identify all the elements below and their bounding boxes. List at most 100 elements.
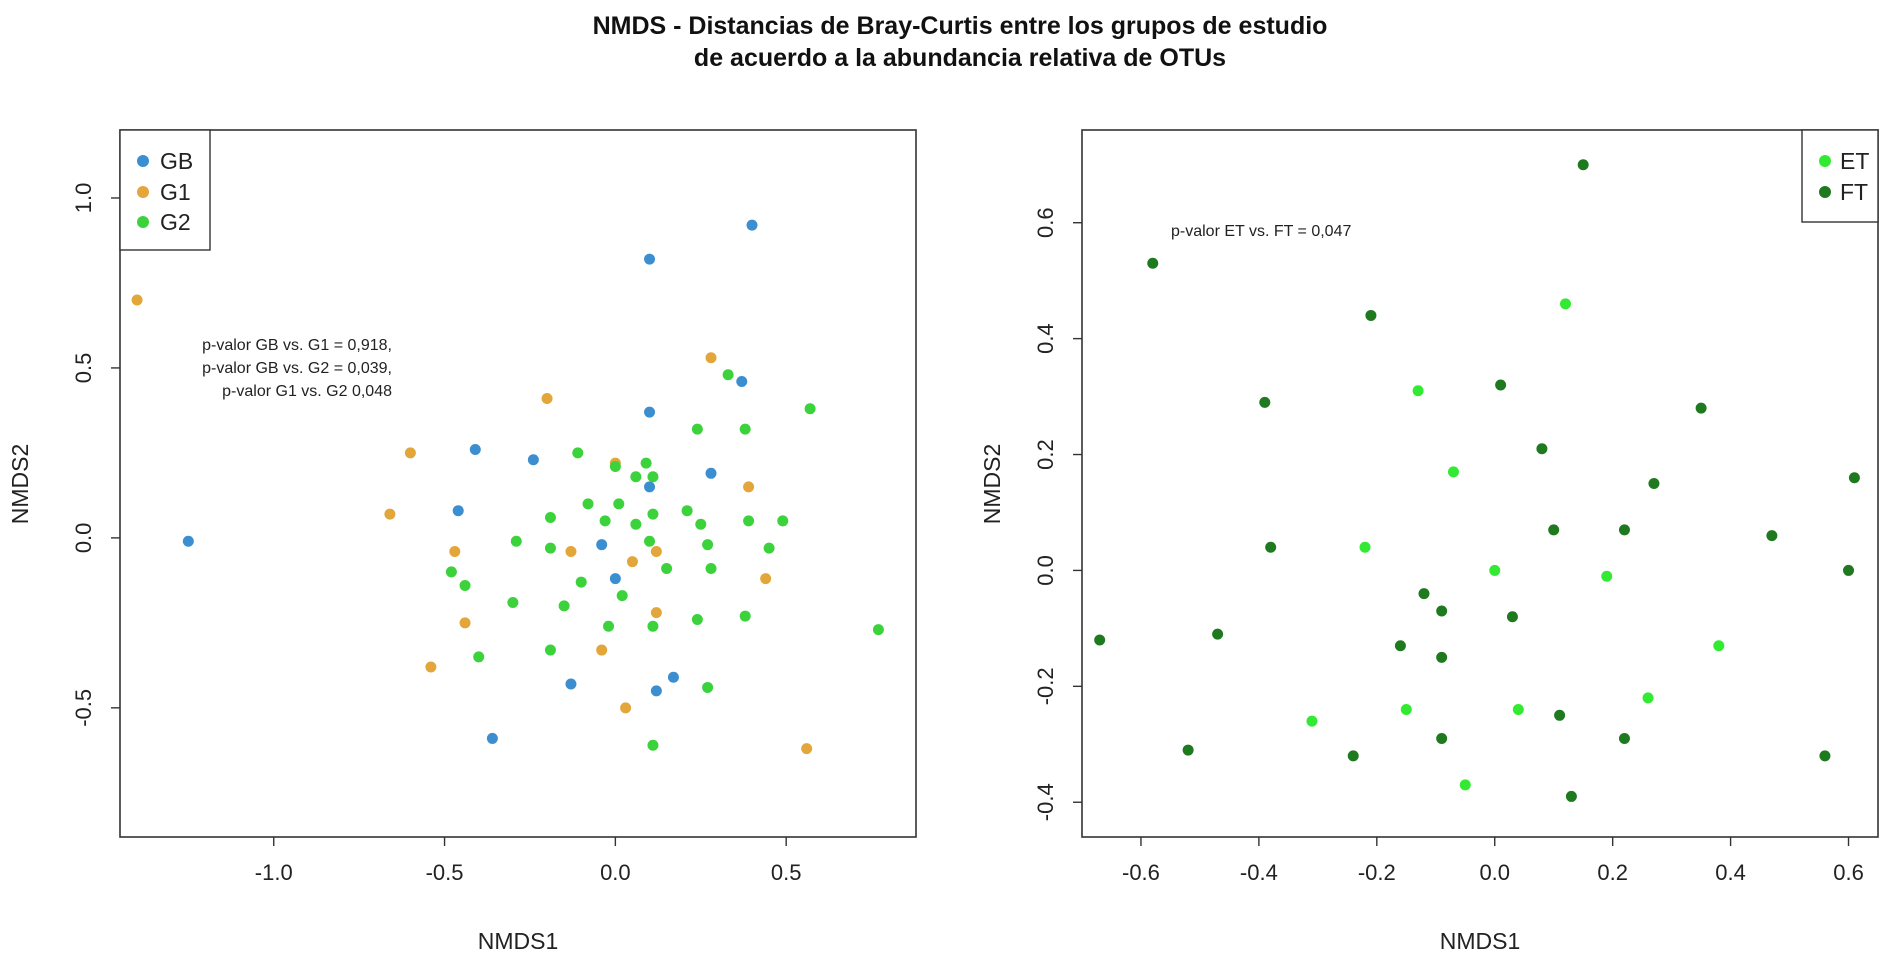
- x-tick-label: 0.5: [771, 860, 802, 885]
- data-point-et: [1459, 779, 1471, 791]
- x-tick-label: -0.4: [1240, 860, 1278, 885]
- left-x-axis: -1.0 -0.5 0.0 0.5: [255, 837, 802, 885]
- legend-label-gb: GB: [160, 148, 193, 174]
- data-point-ft: [1506, 611, 1518, 623]
- data-point-g1: [801, 743, 813, 755]
- data-point-et: [1713, 640, 1725, 652]
- data-point-ft: [1265, 541, 1277, 553]
- data-point-et: [1489, 564, 1501, 576]
- data-point-gb: [182, 535, 194, 547]
- data-point-gb: [609, 573, 621, 585]
- data-point-g2: [702, 681, 714, 693]
- data-point-gb: [705, 467, 717, 479]
- data-point-gb: [469, 444, 481, 456]
- data-point-g2: [445, 566, 457, 578]
- data-point-g2: [599, 515, 611, 527]
- right-y-axis-label: NMDS2: [979, 444, 1005, 525]
- left-y-axis-label: NMDS2: [7, 444, 33, 525]
- data-point-ft: [1436, 605, 1448, 617]
- data-point-g2: [691, 613, 703, 625]
- data-point-g2: [739, 423, 751, 435]
- data-point-g2: [473, 651, 485, 663]
- y-tick-label: 0.2: [1033, 439, 1058, 470]
- data-point-g1: [760, 573, 772, 585]
- data-point-g1: [404, 447, 416, 459]
- left-annotation-line-1: p-valor GB vs. G1 = 0,918,: [202, 337, 392, 354]
- data-point-gb: [667, 671, 679, 683]
- data-point-g2: [582, 498, 594, 510]
- data-point-g2: [647, 620, 659, 632]
- data-point-gb: [596, 539, 608, 551]
- legend-label-ft: FT: [1840, 179, 1868, 205]
- left-data-points: [131, 219, 884, 755]
- data-point-ft: [1495, 379, 1507, 391]
- data-point-g2: [691, 423, 703, 435]
- data-point-ft: [1843, 564, 1855, 576]
- data-point-et: [1447, 466, 1459, 478]
- legend-marker-et: [1819, 155, 1831, 167]
- data-point-ft: [1259, 396, 1271, 408]
- y-tick-label: 0.0: [71, 523, 96, 554]
- data-point-ft: [1094, 634, 1106, 646]
- data-point-ft: [1365, 309, 1377, 321]
- left-scatter-panel: -1.0 -0.5 0.0 0.5 -0.5 0.0 0.5 1.0 NMDS1 NMDS2…: [7, 129, 917, 954]
- data-point-ft: [1766, 530, 1778, 542]
- data-point-gb: [527, 454, 539, 466]
- y-tick-label: 0.0: [1033, 555, 1058, 586]
- data-point-ft: [1182, 744, 1194, 756]
- y-tick-label: -0.2: [1033, 667, 1058, 705]
- data-point-ft: [1848, 472, 1860, 484]
- data-point-ft: [1554, 709, 1566, 721]
- right-y-axis: -0.4 -0.2 0.0 0.2 0.4 0.6: [1033, 207, 1082, 821]
- x-tick-label: 0.6: [1833, 860, 1864, 885]
- data-point-g1: [626, 556, 638, 568]
- data-point-g1: [650, 607, 662, 619]
- data-point-g2: [603, 620, 615, 632]
- data-point-g2: [722, 369, 734, 381]
- x-tick-label: 0.2: [1597, 860, 1628, 885]
- data-point-g1: [620, 702, 632, 714]
- data-point-ft: [1648, 478, 1660, 489]
- data-point-et: [1359, 541, 1371, 553]
- y-tick-label: -0.4: [1033, 783, 1058, 821]
- data-point-g1: [425, 661, 437, 673]
- data-point-ft: [1618, 732, 1630, 744]
- legend-label-g2: G2: [160, 209, 191, 235]
- left-x-axis-label: NMDS1: [478, 928, 559, 954]
- data-point-gb: [736, 376, 748, 388]
- y-tick-label: 0.6: [1033, 207, 1058, 238]
- data-point-g2: [702, 539, 714, 551]
- data-point-et: [1400, 704, 1412, 716]
- data-point-ft: [1436, 732, 1448, 744]
- figure-title-line-1: NMDS - Distancias de Bray-Curtis entre l…: [593, 12, 1328, 40]
- y-tick-label: 0.5: [71, 353, 96, 384]
- data-point-ft: [1418, 588, 1430, 600]
- x-tick-label: -0.2: [1358, 860, 1396, 885]
- right-legend-box: [1801, 129, 1879, 223]
- right-scatter-panel: -0.6 -0.4 -0.2 0.0 0.2 0.4 0.6 -0.4 -0.2 0.0 0.2 0…: [979, 129, 1879, 954]
- data-point-gb: [644, 481, 656, 493]
- data-point-et: [1306, 715, 1318, 727]
- data-point-g2: [510, 535, 522, 547]
- data-point-g2: [743, 515, 755, 527]
- data-point-g2: [630, 518, 642, 530]
- right-annotation: p-valor ET vs. FT = 0,047: [1171, 223, 1351, 240]
- data-point-g2: [640, 457, 652, 469]
- data-point-g2: [575, 576, 587, 588]
- data-point-ft: [1347, 750, 1359, 762]
- data-point-g2: [739, 610, 751, 622]
- right-plot-frame: [1081, 129, 1879, 838]
- data-point-et: [1642, 692, 1654, 704]
- data-point-g1: [384, 508, 396, 520]
- figure-title-line-2: de acuerdo a la abundancia relativa de O…: [694, 44, 1226, 72]
- data-point-g2: [644, 535, 656, 547]
- data-point-g2: [616, 590, 628, 602]
- data-point-g2: [647, 508, 659, 520]
- legend-label-et: ET: [1840, 148, 1869, 174]
- y-tick-label: -0.5: [71, 689, 96, 727]
- data-point-ft: [1436, 651, 1448, 663]
- legend-marker-g1: [137, 186, 149, 198]
- data-point-g2: [872, 624, 884, 636]
- x-tick-label: -1.0: [255, 860, 293, 885]
